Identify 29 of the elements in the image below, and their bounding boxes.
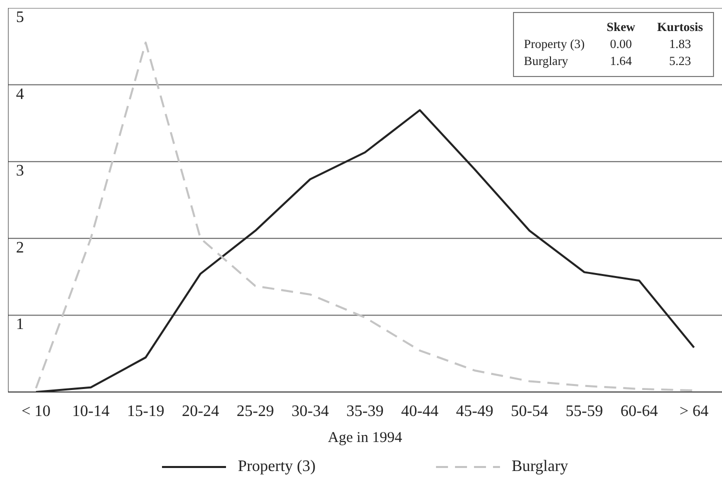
x-tick-label: 15-19 — [127, 403, 164, 420]
annotation: 1.83 — [668, 36, 692, 53]
y-tick-label: 5 — [16, 9, 24, 26]
annotation: 1.64 — [608, 53, 633, 70]
annotation: Kurtosis — [657, 19, 703, 36]
x-tick-label: 45-49 — [456, 403, 494, 420]
x-tick-label: 35-39 — [346, 403, 384, 420]
legend-label: Burglary — [510, 458, 568, 476]
annotation: Skew — [606, 19, 636, 36]
x-tick-label: 50-54 — [510, 403, 548, 420]
y-tick-label: 3 — [16, 162, 24, 180]
x-tick-label: 10-14 — [72, 403, 110, 420]
x-tick-label: 25-29 — [236, 403, 274, 420]
x-tick-label: 60-64 — [620, 403, 658, 420]
annotation: Burglary — [524, 53, 570, 70]
x-tick-label: > 64 — [679, 403, 709, 420]
y-tick-label: 2 — [16, 239, 24, 256]
y-tick-label: 4 — [16, 86, 24, 103]
annotation: Property (3) — [524, 36, 585, 53]
annotation: 0.00 — [608, 36, 633, 53]
x-tick-label: < 10 — [21, 403, 51, 420]
annotation: 5.23 — [668, 53, 692, 70]
x-tick-label: 30-34 — [292, 403, 329, 420]
y-tick-label: 1 — [16, 316, 24, 334]
x-tick-label: 55-59 — [566, 403, 603, 420]
x-tick-label: 20-24 — [182, 403, 220, 420]
x-tick-label: 40-44 — [401, 403, 438, 420]
x-axis-title: Age in 1994 — [328, 430, 403, 446]
legend-label: Property (3) — [236, 458, 316, 476]
